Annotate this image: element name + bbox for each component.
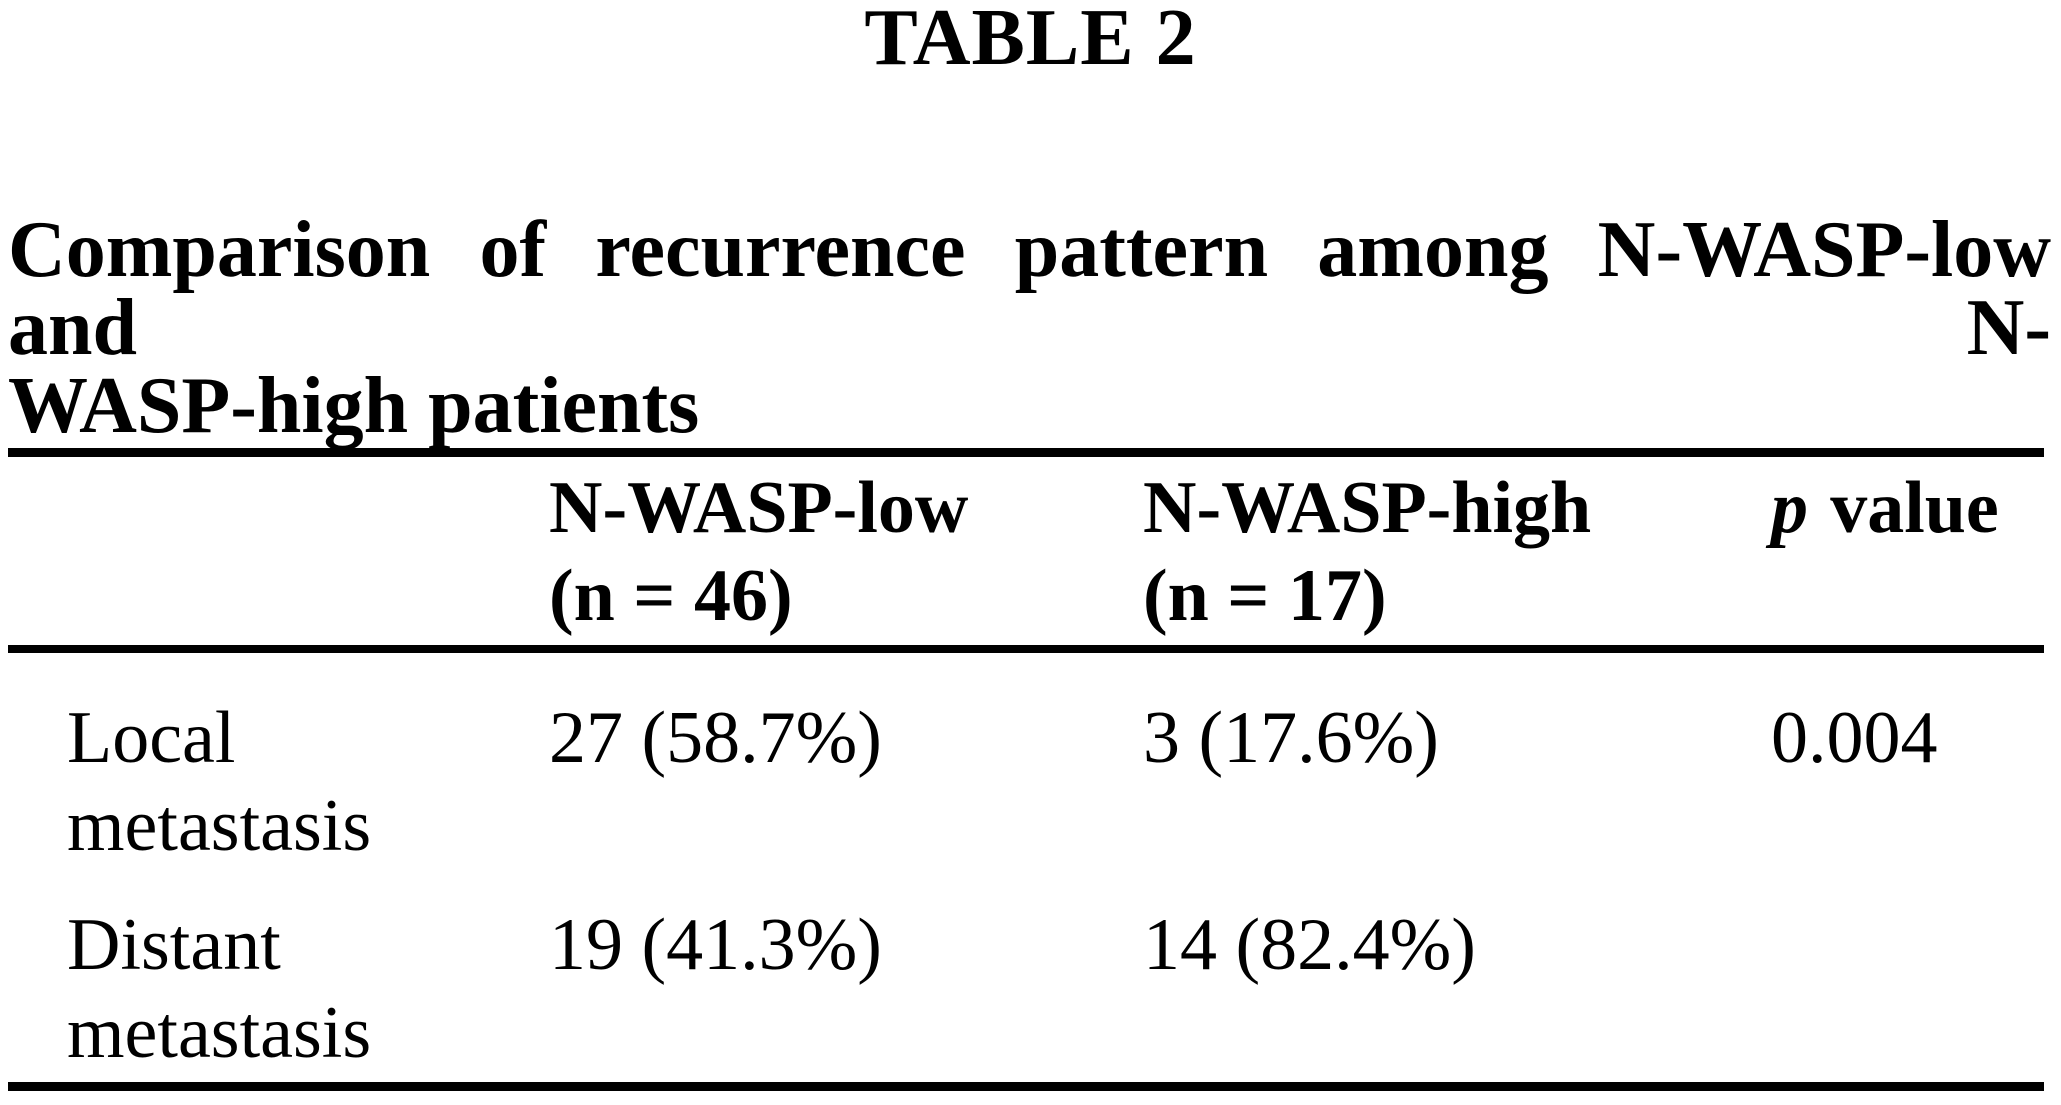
table-bottom-rule: [8, 1082, 2044, 1091]
p-value-symbol: p: [1771, 467, 1808, 549]
row-label-line: Local: [67, 697, 236, 779]
row-label-line: Distant: [67, 904, 281, 986]
column-header-nwasp-high-name: N-WASP-high: [1143, 467, 1592, 549]
table-header-rule: [8, 645, 2044, 653]
caption-line-2: WASP-high patients: [8, 362, 700, 450]
cell-distant-nwasp-low: 19 (41.3%): [549, 904, 882, 986]
cell-local-nwasp-low: 27 (58.7%): [549, 697, 882, 779]
table-number-heading: TABLE 2: [864, 0, 1197, 82]
row-label-distant-metastasis: Distant metastasis: [67, 901, 371, 1077]
column-header-nwasp-low-name: N-WASP-low: [549, 467, 969, 549]
column-header-nwasp-low: N-WASP-low (n = 46): [549, 464, 968, 640]
cell-local-nwasp-high: 3 (17.6%): [1143, 697, 1439, 779]
cell-local-p-value: 0.004: [1771, 697, 1938, 779]
row-label-line: metastasis: [67, 785, 372, 867]
column-header-nwasp-high-count: (n = 17): [1143, 555, 1387, 637]
table-caption: Comparison of recurrence pattern among N…: [8, 206, 2051, 450]
caption-line-1: Comparison of recurrence pattern among N…: [8, 206, 2051, 372]
cell-distant-nwasp-high: 14 (82.4%): [1143, 904, 1476, 986]
column-header-nwasp-low-count: (n = 46): [549, 555, 793, 637]
row-label-local-metastasis: Local metastasis: [67, 694, 371, 870]
row-label-line: metastasis: [67, 992, 372, 1074]
table-top-rule: [8, 448, 2044, 457]
column-header-nwasp-high: N-WASP-high (n = 17): [1143, 464, 1591, 640]
p-value-word: value: [1830, 467, 1999, 549]
column-header-p-value: p value: [1771, 464, 1999, 552]
